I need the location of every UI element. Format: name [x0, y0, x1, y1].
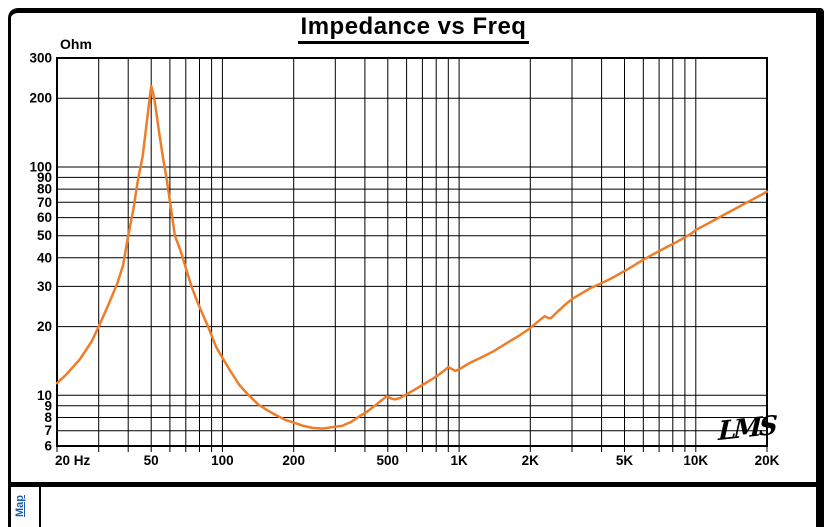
x-tick-label: 100: [211, 453, 234, 468]
lms-logo: LMS: [717, 410, 776, 448]
y-tick-label: 8: [44, 410, 52, 425]
chart-title-text: Impedance vs Freq: [297, 13, 530, 44]
x-tick-label: 200: [282, 453, 305, 468]
y-tick-label: 20: [37, 319, 52, 334]
x-tick-label: 500: [377, 453, 400, 468]
x-tick-label: 20K: [755, 453, 780, 468]
y-tick-label: 60: [37, 210, 52, 225]
x-tick-label: 10K: [683, 453, 708, 468]
y-tick-label: 200: [29, 91, 52, 106]
y-tick-label: 6: [44, 439, 52, 454]
y-tick-label: 100: [29, 160, 52, 175]
y-axis-unit-label: Ohm: [60, 36, 92, 52]
x-tick-label: 20 Hz: [55, 453, 91, 468]
y-tick-label: 7: [44, 423, 52, 438]
x-tick-label: 2K: [522, 453, 540, 468]
window-border: [8, 8, 824, 527]
y-tick-label: 50: [37, 228, 52, 243]
y-tick-label: 80: [37, 182, 52, 197]
y-tick-label: 30: [37, 279, 52, 294]
impedance-curve: [55, 84, 769, 430]
y-tick-label: 9: [44, 398, 52, 413]
y-tick-label: 90: [37, 170, 52, 185]
page-title: Impedance vs Freq: [11, 13, 816, 44]
legend-divider: [39, 487, 41, 527]
x-tick-label: 50: [144, 453, 159, 468]
plot-border: [56, 57, 768, 447]
x-tick-label: 1K: [450, 453, 468, 468]
legend-separator: [11, 482, 816, 487]
x-tick-label: 5K: [616, 453, 634, 468]
y-tick-label: 300: [29, 51, 52, 66]
legend-strip: 6: Import: 12WF7516-IMP.txt: [11, 487, 816, 527]
y-tick-label: 40: [37, 250, 52, 265]
map-button[interactable]: Map: [14, 495, 26, 517]
y-tick-label: 70: [37, 195, 52, 210]
y-tick-label: 10: [37, 388, 52, 403]
